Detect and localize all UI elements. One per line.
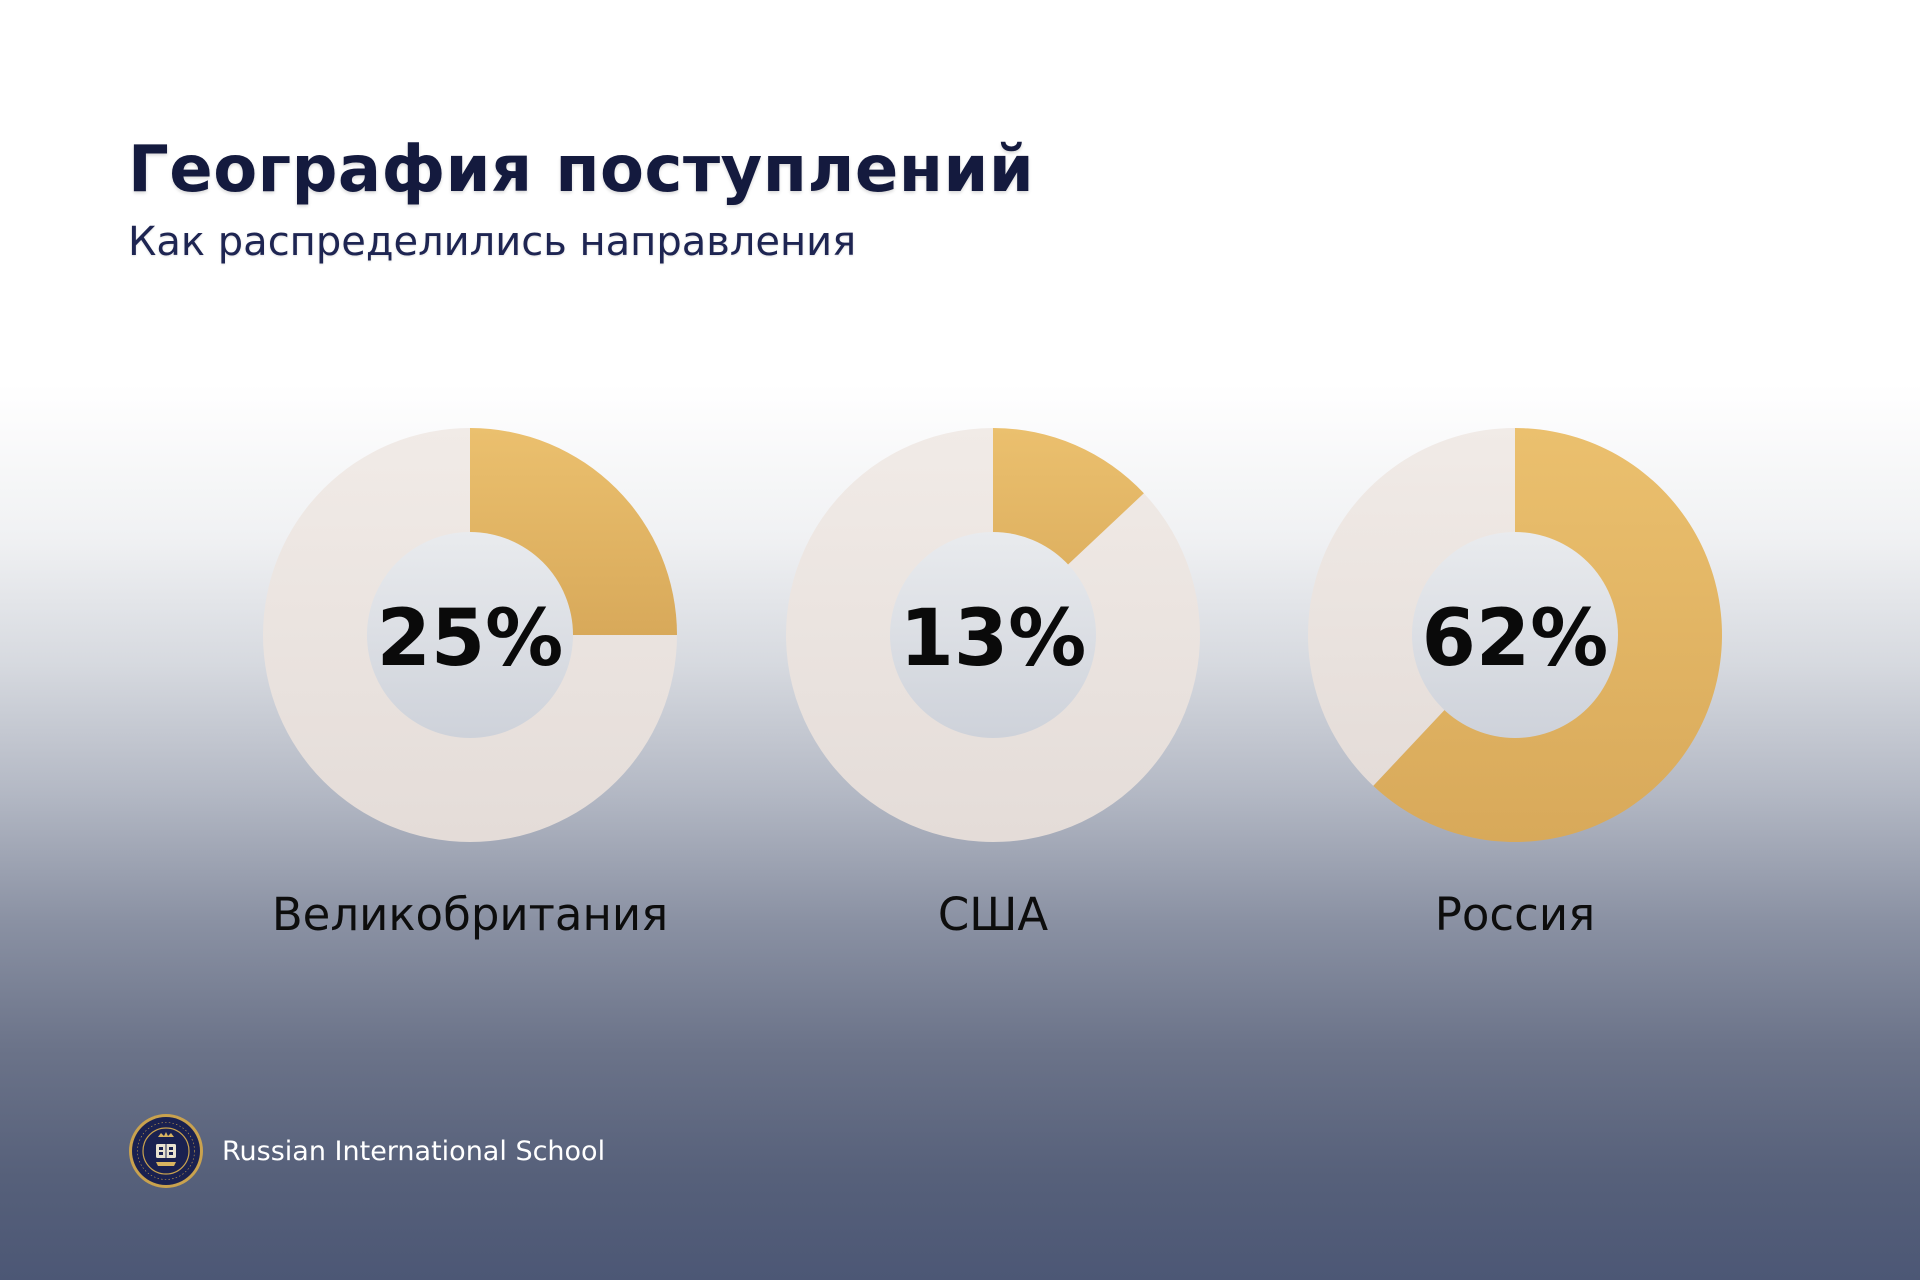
donut-hole bbox=[367, 532, 573, 738]
donut-value-label: 25% bbox=[377, 594, 564, 684]
donut-category-label: США bbox=[938, 888, 1049, 941]
donut-2: 13% США bbox=[786, 428, 1200, 941]
page-subtitle: Как распределились направления bbox=[128, 219, 857, 265]
school-crest-icon bbox=[129, 1114, 203, 1188]
donut-hole bbox=[1412, 532, 1618, 738]
donut-category-label: Россия bbox=[1435, 888, 1595, 941]
donut-1: 25% Великобритания bbox=[263, 428, 677, 941]
donut-hole bbox=[890, 532, 1096, 738]
donut-track-slice bbox=[1308, 428, 1515, 786]
page-title: География поступлений bbox=[128, 133, 1035, 207]
page-header: География поступлений Как распределились… bbox=[128, 128, 1034, 268]
donut-3: 62% Россия bbox=[1308, 428, 1723, 941]
school-name: Russian International School bbox=[222, 1135, 606, 1167]
donut-value-label: 62% bbox=[1422, 594, 1609, 684]
donut-value-label: 13% bbox=[900, 594, 1087, 684]
footer: Russian International School bbox=[128, 1113, 605, 1189]
donut-category-label: Великобритания bbox=[272, 888, 668, 941]
